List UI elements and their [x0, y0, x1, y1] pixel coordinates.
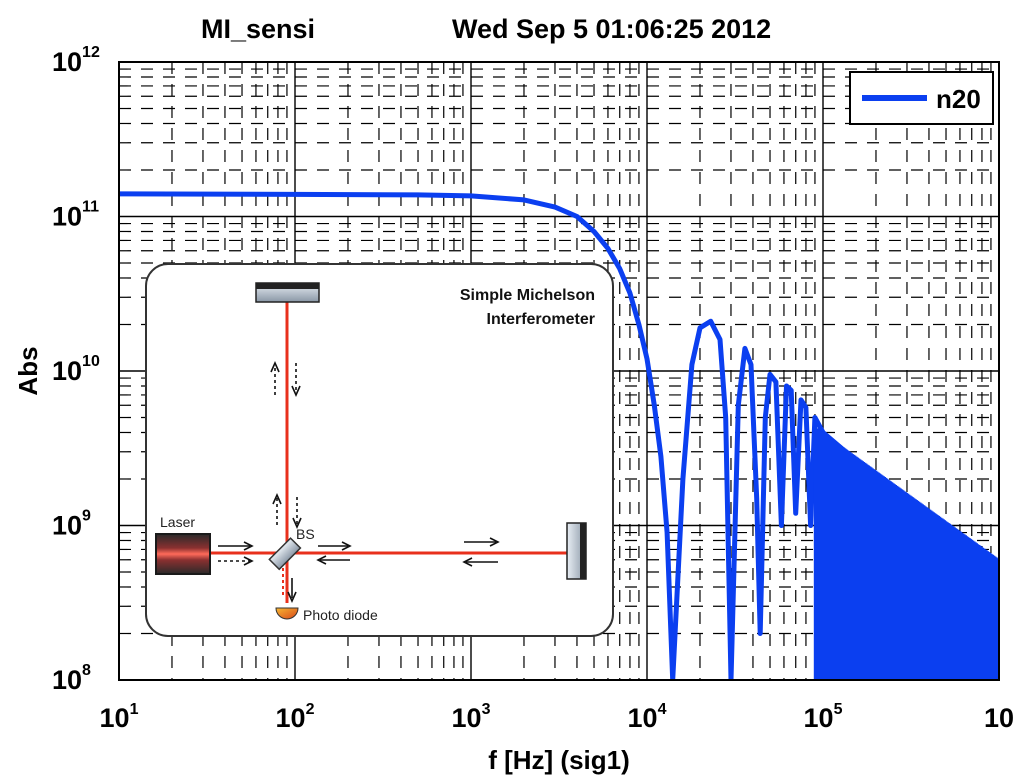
arrow-bs-left-head [316, 555, 327, 565]
x-tick-label: 103 [452, 701, 491, 733]
series-comb-n20 [813, 426, 999, 680]
arrow-laser-forward-dashed-head [243, 556, 254, 566]
inset-title-line1: Simple Michelson [460, 287, 595, 304]
arrow-arm-right-head [489, 537, 500, 547]
chart-timestamp: Wed Sep 5 01:06:25 2012 [452, 14, 771, 44]
y-tick-label: 109 [52, 508, 91, 541]
y-tick-label: 1010 [52, 353, 100, 386]
arrow-laser-forward-head [243, 541, 254, 551]
chart-title: MI_sensi [201, 14, 315, 44]
y-tick-label: 1011 [52, 199, 99, 232]
arrow-bs-up-dashed-head [272, 493, 282, 505]
curve-layer [119, 191, 999, 680]
beam-splitter-label: BS [296, 526, 315, 542]
legend: n20 [849, 71, 994, 125]
inset-title-line2: Interferometer [487, 311, 595, 328]
x-tick-label: 10 [984, 703, 1014, 733]
laser-source [155, 533, 211, 575]
beam-arrows [218, 361, 500, 603]
x-tick-labels: 101 102 103 104 105 10 [100, 701, 1015, 733]
legend-label-n20: n20 [936, 84, 981, 114]
y-tick-label: 1012 [52, 44, 100, 77]
end-mirror-top-backing [256, 283, 319, 289]
y-tick-label: 108 [52, 662, 91, 695]
beam-splitter [268, 537, 302, 571]
arrow-bs-right-head [341, 541, 352, 551]
photo-diode-label: Photo diode [303, 607, 378, 623]
arrow-bs-down-dashed-head [292, 517, 302, 529]
michelson-inset: Simple Michelson Interferometer Laser BS… [145, 263, 614, 637]
x-tick-label: 104 [628, 701, 667, 733]
arrow-to-pd-head [287, 591, 297, 603]
photo-diode [275, 607, 299, 620]
y-axis-label: Abs [13, 346, 43, 395]
arrow-arm-down-dashed-head [291, 385, 301, 397]
arrow-arm-up-dashed-head [270, 361, 280, 373]
x-tick-label: 105 [804, 701, 843, 733]
plot-frame [118, 61, 1000, 681]
x-tick-label: 102 [276, 701, 315, 733]
x-tick-label: 101 [100, 701, 139, 733]
y-tick-labels: 108 109 1010 1011 1012 [52, 44, 100, 695]
series-line-n20 [119, 191, 999, 680]
arrow-arm-left-head [462, 557, 473, 567]
x-axis-label: f [Hz] (sig1) [488, 745, 630, 775]
end-mirror-right-backing [580, 523, 586, 579]
laser-label: Laser [160, 514, 195, 530]
